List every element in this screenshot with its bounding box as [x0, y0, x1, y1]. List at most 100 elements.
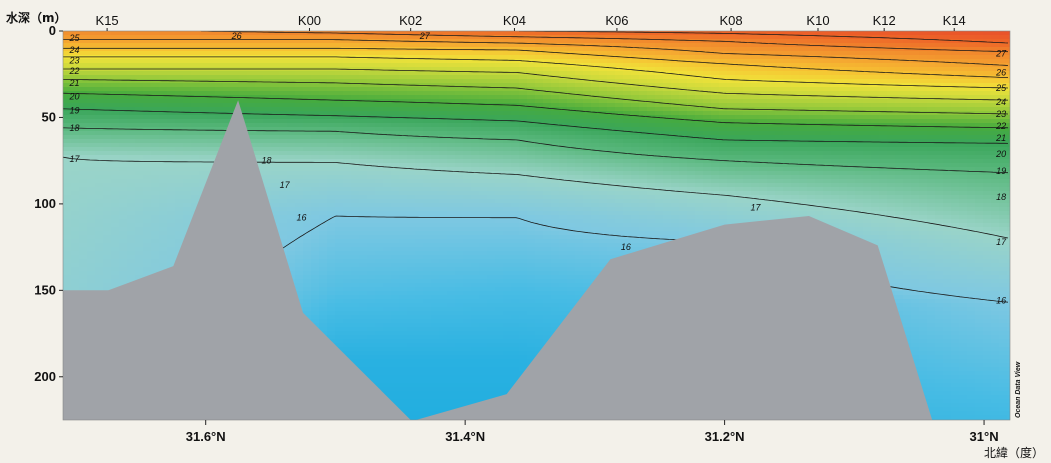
- heat-cell: [95, 47, 104, 52]
- heat-cell: [351, 307, 360, 312]
- heat-cell: [167, 63, 176, 68]
- heat-cell: [375, 167, 384, 172]
- heat-cell: [71, 243, 80, 248]
- heat-cell: [271, 203, 280, 208]
- heat-cell: [151, 231, 160, 236]
- heat-cell: [175, 111, 184, 116]
- heat-cell: [439, 115, 448, 120]
- heat-cell: [367, 75, 376, 80]
- heat-cell: [447, 331, 456, 336]
- heat-cell: [447, 75, 456, 80]
- heat-cell: [287, 107, 296, 112]
- heat-cell: [367, 355, 376, 360]
- heat-cell: [423, 351, 432, 356]
- heat-cell: [295, 159, 304, 164]
- heat-cell: [399, 75, 408, 80]
- heat-cell: [327, 207, 336, 212]
- heat-cell: [191, 63, 200, 68]
- heat-cell: [103, 123, 112, 128]
- heat-cell: [391, 167, 400, 172]
- heat-cell: [343, 159, 352, 164]
- heat-cell: [191, 99, 200, 104]
- heat-cell: [319, 251, 328, 256]
- heat-cell: [215, 35, 224, 40]
- heat-cell: [191, 127, 200, 132]
- heat-cell: [327, 319, 336, 324]
- heat-cell: [383, 387, 392, 392]
- heat-cell: [359, 295, 368, 300]
- heat-cell: [311, 295, 320, 300]
- heat-cell: [167, 255, 176, 260]
- heat-cell: [167, 59, 176, 64]
- heat-cell: [423, 395, 432, 400]
- heat-cell: [455, 219, 464, 224]
- heat-cell: [367, 291, 376, 296]
- heat-cell: [103, 95, 112, 100]
- heat-cell: [151, 239, 160, 244]
- heat-cell: [431, 167, 440, 172]
- heat-cell: [423, 175, 432, 180]
- heat-cell: [367, 195, 376, 200]
- heat-cell: [303, 163, 312, 168]
- heat-cell: [415, 343, 424, 348]
- heat-cell: [359, 179, 368, 184]
- heat-cell: [415, 159, 424, 164]
- heat-cell: [463, 63, 472, 68]
- heat-cell: [335, 179, 344, 184]
- heat-cell: [223, 91, 232, 96]
- heat-cell: [407, 375, 416, 380]
- heat-cell: [63, 63, 72, 68]
- heat-cell: [143, 231, 152, 236]
- heat-cell: [383, 367, 392, 372]
- heat-cell: [135, 255, 144, 260]
- heat-cell: [439, 107, 448, 112]
- heat-cell: [439, 227, 448, 232]
- heat-cell: [135, 223, 144, 228]
- heat-cell: [167, 87, 176, 92]
- heat-cell: [255, 159, 264, 164]
- heat-cell: [463, 315, 472, 320]
- heat-cell: [447, 31, 456, 36]
- heat-cell: [335, 231, 344, 236]
- heat-cell: [455, 279, 464, 284]
- heat-cell: [399, 315, 408, 320]
- heat-cell: [447, 243, 456, 248]
- heat-cell: [359, 267, 368, 272]
- heat-cell: [255, 95, 264, 100]
- heat-cell: [167, 223, 176, 228]
- heat-cell: [423, 287, 432, 292]
- heat-cell: [399, 111, 408, 116]
- heat-cell: [455, 295, 464, 300]
- heat-cell: [127, 83, 136, 88]
- heat-cell: [271, 83, 280, 88]
- heat-cell: [327, 79, 336, 84]
- heat-cell: [327, 275, 336, 280]
- heat-cell: [367, 63, 376, 68]
- heat-cell: [367, 199, 376, 204]
- heat-cell: [391, 111, 400, 116]
- heat-cell: [407, 331, 416, 336]
- heat-cell: [327, 131, 336, 136]
- heat-cell: [295, 35, 304, 40]
- heat-cell: [95, 43, 104, 48]
- heat-cell: [111, 83, 120, 88]
- heat-cell: [455, 347, 464, 352]
- heat-cell: [199, 139, 208, 144]
- heat-cell: [63, 171, 72, 176]
- heat-cell: [279, 51, 288, 56]
- heat-cell: [455, 59, 464, 64]
- heat-cell: [239, 83, 248, 88]
- heat-cell: [383, 355, 392, 360]
- heat-cell: [351, 299, 360, 304]
- heat-cell: [175, 247, 184, 252]
- heat-cell: [439, 367, 448, 372]
- heat-cell: [319, 227, 328, 232]
- heat-cell: [447, 63, 456, 68]
- heat-cell: [95, 119, 104, 124]
- heat-cell: [415, 183, 424, 188]
- heat-cell: [431, 307, 440, 312]
- heat-cell: [63, 219, 72, 224]
- heat-cell: [463, 207, 472, 212]
- heat-cell: [407, 295, 416, 300]
- heat-cell: [351, 35, 360, 40]
